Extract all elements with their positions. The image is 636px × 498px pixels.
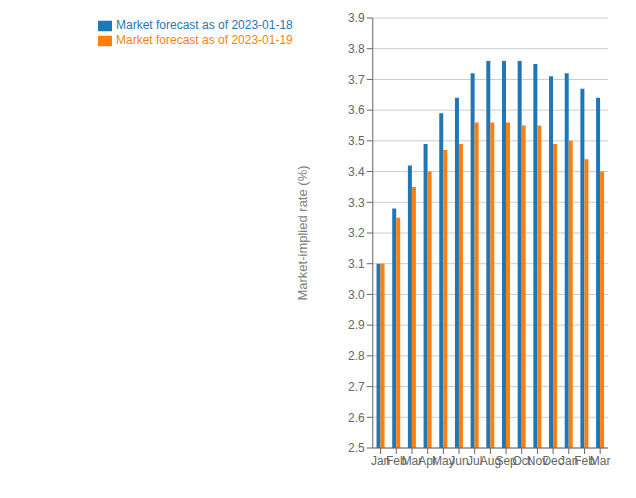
svg-text:3.1: 3.1 [348, 257, 365, 271]
svg-text:2.6: 2.6 [348, 411, 365, 425]
svg-text:3.9: 3.9 [348, 11, 365, 25]
svg-text:Aug: Aug [479, 453, 502, 468]
svg-text:Jun: Jun [449, 454, 468, 468]
svg-text:2.8: 2.8 [348, 349, 365, 363]
svg-text:Nov: Nov [526, 453, 549, 468]
svg-text:Dec: Dec [542, 453, 564, 468]
svg-text:3.8: 3.8 [348, 42, 365, 56]
svg-text:Jul: Jul [467, 453, 483, 468]
svg-text:May: May [432, 453, 455, 468]
svg-text:3.7: 3.7 [348, 73, 365, 87]
svg-text:Oct: Oct [512, 453, 532, 468]
svg-text:3.0: 3.0 [348, 288, 365, 302]
svg-text:2.7: 2.7 [348, 380, 365, 394]
svg-text:Feb: Feb [385, 453, 407, 468]
svg-text:2.9: 2.9 [348, 318, 365, 332]
svg-text:3.3: 3.3 [348, 196, 365, 210]
svg-text:Jan: Jan [370, 453, 391, 468]
svg-text:Apr: Apr [418, 453, 437, 468]
svg-text:Market-implied rate (%): Market-implied rate (%) [295, 165, 310, 300]
svg-text:2.5: 2.5 [348, 441, 365, 455]
html-text:Market forecast as of 2023-01-: Market forecast as of 2023-01-19 [116, 32, 293, 47]
svg-text:Sep: Sep [495, 453, 517, 468]
svg-text:3.4: 3.4 [348, 165, 365, 179]
svg-text:3.5: 3.5 [348, 134, 365, 148]
svg-text:Mar: Mar [401, 453, 423, 468]
svg-text:3.2: 3.2 [348, 226, 365, 240]
svg-text:Mar: Mar [590, 454, 611, 468]
svg-text:3.6: 3.6 [348, 103, 365, 117]
svg-text:Jan: Jan [559, 453, 579, 468]
svg-text:Feb: Feb [574, 453, 595, 468]
html-text:Market forecast as of 2023-01-: Market forecast as of 2023-01-18 [116, 18, 293, 32]
